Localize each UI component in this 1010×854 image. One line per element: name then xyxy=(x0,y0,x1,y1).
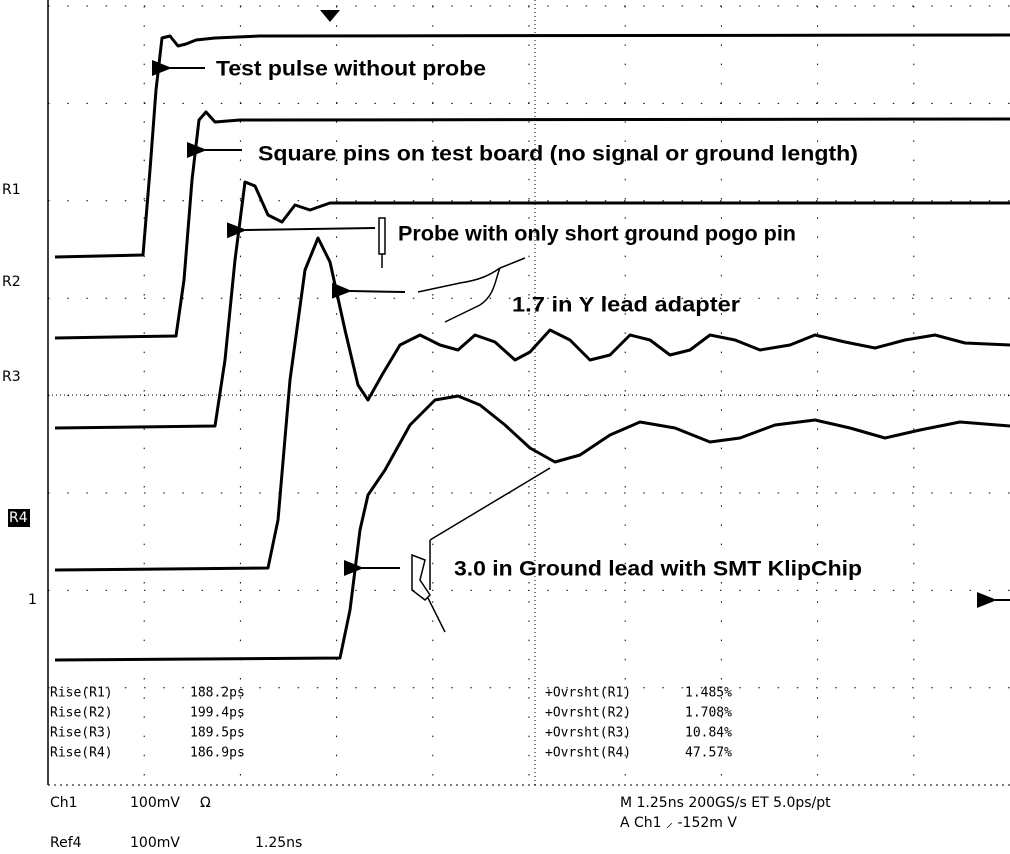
probe-icon xyxy=(378,217,386,268)
annotation: Probe with only short ground pogo pin xyxy=(398,223,796,246)
measurement-cell: +Ovrsht(R3) xyxy=(545,726,631,741)
measurement-cell: 186.9ps xyxy=(190,746,245,761)
annotation: Square pins on test board (no signal or … xyxy=(258,143,858,166)
annotation: 1.7 in Y lead adapter xyxy=(512,294,740,317)
measurement-table: Rise(R1) 188.2ps +Ovrsht(R1) 1.485% Rise(R2)… xyxy=(50,686,732,761)
measurement-cell: 1.708% xyxy=(685,706,732,721)
measurement-cell: 47.57% xyxy=(685,746,732,761)
measurement-cell: 10.84% xyxy=(685,726,732,741)
measurement-cell: Rise(R2) xyxy=(50,706,113,721)
measurement-cell: Rise(R1) xyxy=(50,686,113,701)
channel-marker: R4 xyxy=(9,510,28,526)
measurement-cell: 1.485% xyxy=(685,686,732,701)
status-text: 1.25ns xyxy=(255,835,302,851)
klipchip-icon xyxy=(411,467,551,633)
measurement-cell: +Ovrsht(R4) xyxy=(545,746,631,761)
channel-marker: R1 xyxy=(2,182,21,198)
channel-marker: R2 xyxy=(2,274,21,290)
adapter-icon xyxy=(417,257,526,323)
channel-marker: 1 xyxy=(28,592,37,608)
selected-marker-bg xyxy=(8,509,30,527)
status-text: 100mV xyxy=(130,835,180,851)
status-text: 100mV xyxy=(130,795,180,811)
waveform xyxy=(54,394,1010,662)
trigger-position-marker xyxy=(320,10,340,22)
annotation-arrow xyxy=(226,222,376,239)
annotation: Test pulse without probe xyxy=(216,58,486,81)
channel-marker: R3 xyxy=(2,369,21,385)
measurement-cell: Rise(R4) xyxy=(50,746,113,761)
status-text: A Ch1 ⸝ -152m V xyxy=(620,815,737,831)
annotation: 3.0 in Ground lead with SMT KlipChip xyxy=(454,558,862,581)
measurement-cell: 199.4ps xyxy=(190,706,245,721)
waveform xyxy=(54,33,1010,259)
status-text: Ref4 xyxy=(50,835,82,851)
annotations: Test pulse without probe Square pins on … xyxy=(216,58,862,581)
status-text: M 1.25ns 200GS/s ET 5.0ps/pt xyxy=(620,795,831,811)
waveform xyxy=(54,236,1010,572)
measurement-cell: +Ovrsht(R2) xyxy=(545,706,631,721)
measurement-cell: Rise(R3) xyxy=(50,726,113,741)
measurement-cell: 188.2ps xyxy=(190,686,245,701)
waveform xyxy=(54,110,1010,340)
status-text: Ω xyxy=(200,795,211,811)
status-text: Ch1 xyxy=(50,795,78,811)
measurement-cell: +Ovrsht(R1) xyxy=(545,686,631,701)
graticule xyxy=(48,0,1010,785)
measurement-cell: 189.5ps xyxy=(190,726,245,741)
annotation-arrow xyxy=(331,282,406,299)
waveform xyxy=(54,180,1010,430)
